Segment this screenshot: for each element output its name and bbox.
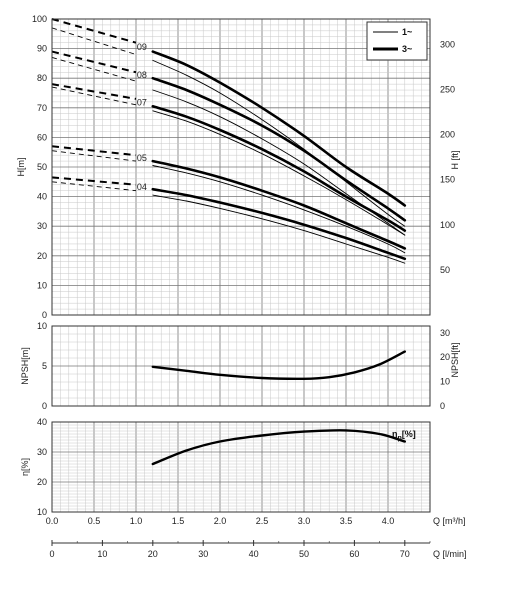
- x-tick-label: 1.5: [172, 516, 185, 526]
- y-tick-label: 50: [37, 162, 47, 172]
- y-axis-title-h: H[m]: [16, 158, 26, 177]
- curve-09-3ph: [151, 50, 407, 207]
- curve-04-1ph: [152, 194, 406, 264]
- y-right-tick-label: 200: [440, 130, 455, 140]
- curve-08-3ph: [151, 76, 407, 222]
- curve-label-04: 04: [137, 182, 147, 192]
- y-tick-label: 30: [37, 221, 47, 231]
- curve-label-08: 08: [137, 70, 147, 80]
- curve-label-07: 07: [137, 98, 147, 108]
- curve-07-1ph: [152, 110, 406, 236]
- dashed-extension-09-upper: [51, 18, 137, 44]
- x-tick-label: 4.0: [382, 516, 395, 526]
- dashed-extension-09-lower: [51, 27, 137, 55]
- y-tick-label: 60: [37, 132, 47, 142]
- curves-layer: [51, 18, 407, 466]
- x-tick-label: 0.0: [46, 516, 59, 526]
- legend-box: [366, 21, 428, 61]
- second-axis-tick-label: 10: [97, 549, 107, 559]
- legend: 1~ 3~: [366, 21, 428, 61]
- curve-07-3ph: [151, 105, 407, 232]
- efficiency-series-label-sub: p: [398, 435, 402, 442]
- second-axis-title: Q [l/min]: [433, 549, 467, 559]
- efficiency-curve: [151, 429, 406, 466]
- y-tick-label: 80: [37, 73, 47, 83]
- y-tick-label: 100: [32, 14, 47, 24]
- second-axis-tick-label: 20: [148, 549, 158, 559]
- panel-frame: [51, 421, 431, 513]
- curve-04-3ph: [151, 187, 407, 261]
- x-axis-title: Q [m³/h]: [433, 516, 466, 526]
- curve-08-1ph: [152, 89, 406, 236]
- eff-y-tick-label: 30: [37, 447, 47, 457]
- y-tick-label: 20: [37, 251, 47, 261]
- eff-y-tick-label: 20: [37, 477, 47, 487]
- y-tick-label: 40: [37, 192, 47, 202]
- dashed-extension-04-upper: [51, 176, 137, 186]
- npsh-y-right-tick-label: 0: [440, 401, 445, 411]
- y-right-tick-label: 50: [440, 265, 450, 275]
- legend-label-1ph: 1~: [402, 27, 412, 37]
- panel-frame: [51, 325, 431, 407]
- curve-05-3ph: [151, 159, 407, 250]
- npsh-y-right-tick-label: 10: [440, 377, 450, 387]
- y-tick-label: 90: [37, 44, 47, 54]
- npsh-y-tick-label: 5: [42, 361, 47, 371]
- x-tick-label: 3.5: [340, 516, 353, 526]
- second-axis-tick-label: 70: [400, 549, 410, 559]
- npsh-y-tick-label: 0: [42, 401, 47, 411]
- dashed-extension-08-upper: [51, 50, 137, 74]
- y-axis-title-eff: η[%]: [20, 458, 30, 476]
- y-right-tick-label: 150: [440, 175, 455, 185]
- y-right-tick-label: 250: [440, 84, 455, 94]
- dashed-extension-05-upper: [51, 145, 137, 157]
- curve-09-1ph: [152, 59, 406, 227]
- x-tick-label: 1.0: [130, 516, 143, 526]
- x-tick-label: 0.5: [88, 516, 101, 526]
- npsh-y-right-tick-label: 20: [440, 352, 450, 362]
- y-axis-title-h-ft: H [ft]: [450, 150, 460, 169]
- x-tick-label: 2.5: [256, 516, 269, 526]
- y-right-tick-label: 300: [440, 39, 455, 49]
- y-tick-label: 70: [37, 103, 47, 113]
- second-axis-tick-label: 30: [198, 549, 208, 559]
- legend-label-3ph: 3~: [402, 44, 412, 54]
- y-axis-title-npsh-ft: NPSH[ft]: [450, 342, 460, 377]
- y-tick-label: 10: [37, 280, 47, 290]
- frames-layer: [51, 18, 431, 546]
- efficiency-series-label-unit: [%]: [402, 429, 416, 439]
- curve-05-1ph: [152, 165, 406, 254]
- npsh-y-tick-label: 10: [37, 321, 47, 331]
- eff-y-tick-label: 40: [37, 417, 47, 427]
- second-axis-tick-label: 50: [299, 549, 309, 559]
- x-tick-label: 3.0: [298, 516, 311, 526]
- dashed-extension-07-upper: [51, 83, 137, 100]
- second-axis-tick-label: 60: [349, 549, 359, 559]
- curve-label-09: 09: [137, 42, 147, 52]
- eff-y-tick-label: 10: [37, 507, 47, 517]
- x-tick-label: 2.0: [214, 516, 227, 526]
- curve-label-05: 05: [137, 153, 147, 163]
- second-axis-tick-label: 0: [49, 549, 54, 559]
- dashed-extension-08-lower: [51, 57, 137, 82]
- npsh-curve: [151, 350, 406, 381]
- labels-layer: 0908070504010203040506070809010050100150…: [16, 14, 467, 559]
- y-tick-label: 0: [42, 310, 47, 320]
- panel-frame: [51, 18, 431, 316]
- npsh-y-right-tick-label: 30: [440, 328, 450, 338]
- second-axis-tick-label: 40: [249, 549, 259, 559]
- y-axis-title-npsh: NPSH[m]: [20, 347, 30, 385]
- y-right-tick-label: 100: [440, 220, 455, 230]
